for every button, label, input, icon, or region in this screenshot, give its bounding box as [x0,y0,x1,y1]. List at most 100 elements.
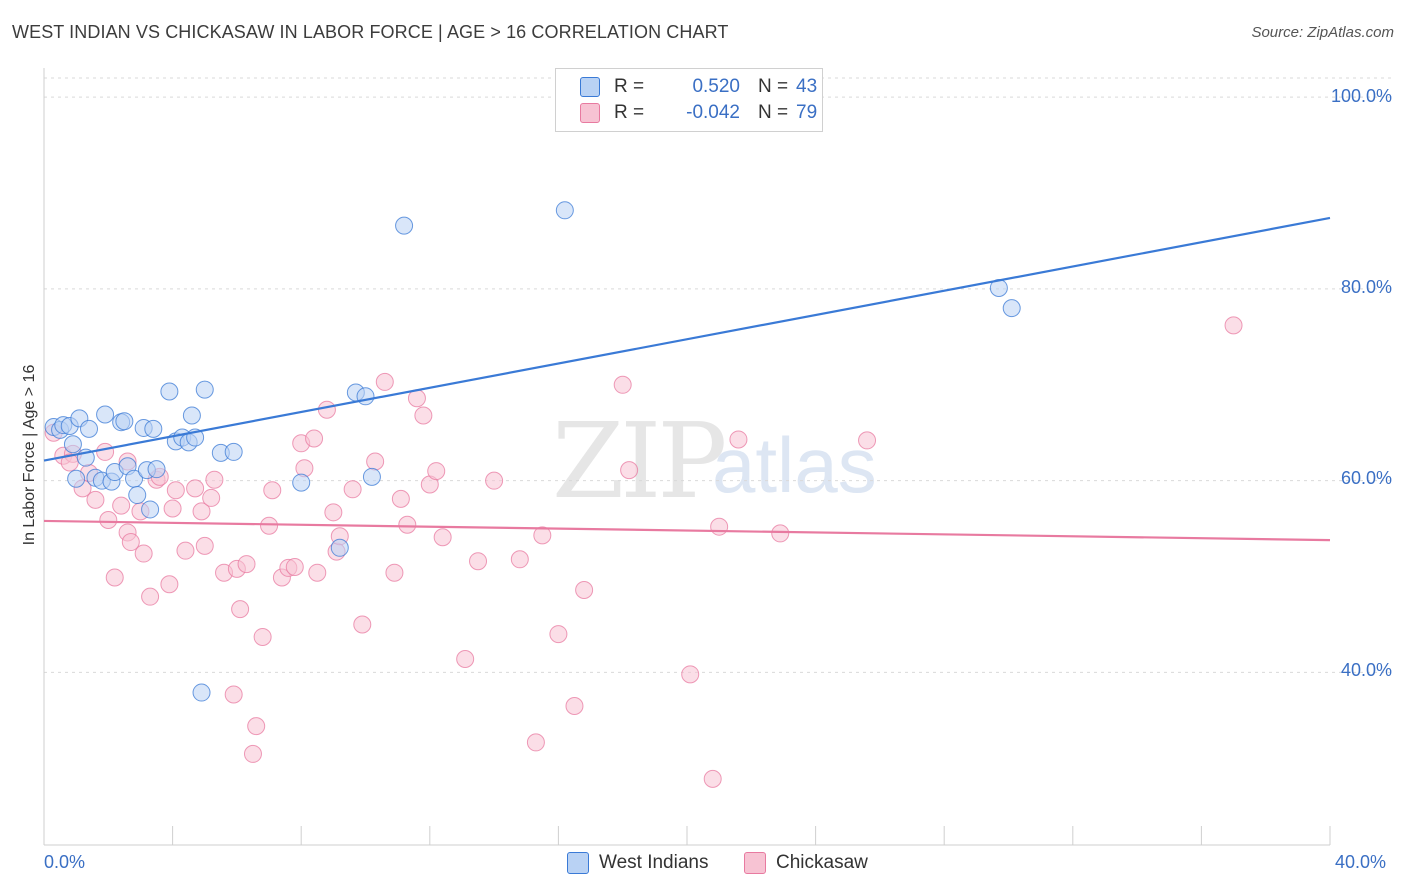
legend-n-value: 43 [796,76,818,97]
legend-swatch-blue [580,77,600,97]
y-axis-label: In Labor Force | Age > 16 [21,364,38,546]
chickasaw-trend-line [43,519,1331,542]
chickasaw-point [163,499,182,518]
chickasaw-point [575,580,594,599]
chickasaw-point [308,563,327,582]
legend-n-label: N = [758,102,789,123]
chickasaw-point [613,375,632,394]
west-indian-point [224,442,243,461]
west-indian-point [144,419,163,438]
west-indian-trend-line [43,216,1331,462]
x-tick-label: 0.0% [44,852,86,872]
legend-item-west-indians[interactable]: West Indians [567,852,708,874]
watermark-zip: ZIP [552,400,727,522]
chickasaw-point [285,557,304,576]
chickasaw-point [533,526,552,545]
legend-r-value: 0.520 [692,76,740,97]
legend-r-value: -0.042 [686,102,740,123]
west-indian-point [141,500,160,519]
chickasaw-point [710,517,729,536]
chickasaw-point [375,372,394,391]
west-indian-point [115,412,134,431]
chickasaw-point [263,481,282,500]
chickasaw-point [433,528,452,547]
west-indian-point [362,467,381,486]
chickasaw-point [620,461,639,480]
chickasaw-point [398,515,417,534]
chickasaw-point [86,490,105,509]
chickasaw-point [260,516,279,535]
chickasaw-point [243,744,262,763]
chickasaw-point [112,496,131,515]
west-indian-point [192,683,211,702]
chickasaw-point [858,431,877,450]
legend-label: West Indians [599,852,709,873]
chickasaw-point [224,685,243,704]
series-legend: West Indians Chickasaw [0,852,1406,878]
chickasaw-point [469,552,488,571]
stats-legend: R = 0.520 N = 43 R = -0.042 N = 79 [555,68,823,132]
legend-row-chickasaw: R = -0.042 N = 79 [556,100,817,126]
chickasaw-point [324,503,343,522]
chickasaw-point [485,471,504,490]
chickasaw-point [96,442,115,461]
west-indian-point [555,201,574,220]
chickasaw-point [385,563,404,582]
chickasaw-point [703,769,722,788]
west-indian-point [80,419,99,438]
chickasaw-point [391,489,410,508]
chickasaw-point [176,541,195,560]
legend-label: Chickasaw [776,852,868,873]
west-indian-point [395,216,414,235]
chickasaw-point [343,480,362,499]
legend-r-label: R = [614,102,645,123]
chickasaw-point [729,430,748,449]
chickasaw-point [99,510,118,529]
chickasaw-point [231,600,250,619]
west-indian-point [160,382,179,401]
west-indian-point [1002,299,1021,318]
legend-swatch-blue [567,852,589,874]
west-indian-point [96,405,115,424]
chickasaw-point [353,615,372,634]
west-indian-point [63,435,82,454]
west-indian-point [195,380,214,399]
legend-n-value: 79 [796,102,818,123]
chickasaw-point [526,733,545,752]
chickasaw-point [427,462,446,481]
chickasaw-point [253,627,272,646]
chickasaw-point [160,575,179,594]
west-indian-point [330,538,349,557]
chickasaw-point [195,536,214,555]
chickasaw-point [192,502,211,521]
chickasaw-point [105,568,124,587]
chickasaw-point [549,625,568,644]
chickasaw-point [1224,316,1243,335]
chickasaw-point [510,550,529,569]
chickasaw-point [205,470,224,489]
chickasaw-point [771,524,790,543]
y-tick-label: 100.0% [1330,86,1392,106]
x-tick-label: 40.0% [1335,852,1387,872]
y-tick-label: 40.0% [1340,660,1392,680]
legend-item-chickasaw[interactable]: Chickasaw [744,852,868,874]
legend-swatch-pink [744,852,766,874]
chickasaw-point [456,650,475,669]
west-indian-point [147,460,166,479]
chickasaw-point [166,481,185,500]
chickasaw-point [305,429,324,448]
chickasaw-point [141,587,160,606]
y-tick-label: 60.0% [1340,468,1392,488]
west-indian-point [292,473,311,492]
chickasaw-point [247,717,266,736]
chickasaw-point [121,533,140,552]
west-indian-point [356,387,375,406]
west-indian-point [67,469,86,488]
chickasaw-point [366,452,385,471]
chickasaw-point [134,544,153,563]
chickasaw-point [681,665,700,684]
legend-row-west-indians: R = 0.520 N = 43 [556,74,817,100]
chickasaw-point [414,406,433,425]
west-indian-point [182,406,201,425]
